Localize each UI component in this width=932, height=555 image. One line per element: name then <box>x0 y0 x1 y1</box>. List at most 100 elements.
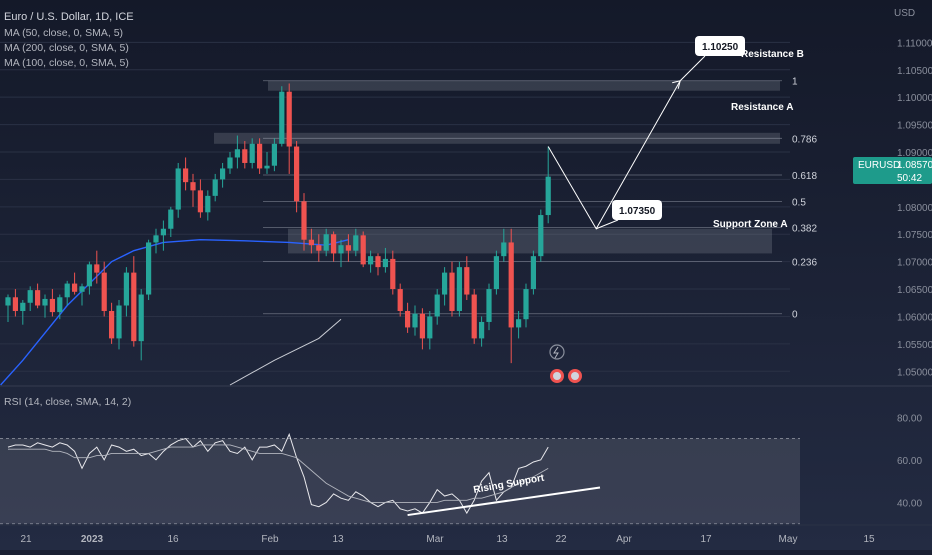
candle-body <box>42 298 48 306</box>
candle-body <box>360 235 366 265</box>
candle-body <box>5 297 11 306</box>
x-tick-label: Apr <box>616 534 632 545</box>
y-tick-label: 1.08000 <box>897 203 932 214</box>
lightning-glyph <box>553 346 559 359</box>
x-tick-label: 22 <box>555 534 567 545</box>
candle-body <box>471 294 477 339</box>
candle-body <box>109 310 115 339</box>
candle-body <box>138 294 144 342</box>
currency-label: USD <box>894 8 915 19</box>
event-lightning-icon <box>549 344 565 360</box>
rsi-line <box>7 432 549 515</box>
candle-body <box>27 290 33 303</box>
fib-label: 0.382 <box>792 224 817 235</box>
callout-pointer <box>679 55 706 82</box>
candle-body <box>35 290 41 306</box>
y-tick-label: 1.06000 <box>897 312 932 323</box>
badge-symbol: EURUSD <box>858 160 900 171</box>
candle-body <box>442 272 448 295</box>
x-tick-label: Mar <box>426 534 444 545</box>
candle-body <box>523 289 529 320</box>
callout-box <box>612 200 662 220</box>
rsi-level-label: 40.00 <box>897 498 922 509</box>
zone-2 <box>288 228 772 254</box>
candle-body <box>175 168 181 210</box>
candle-body <box>501 242 507 257</box>
candle-body <box>508 242 514 328</box>
x-tick-label: 15 <box>863 534 875 545</box>
projection-path <box>547 80 681 230</box>
candle-body <box>101 272 107 311</box>
candle-body <box>146 242 152 295</box>
candle-body <box>419 313 425 339</box>
rsi-label: RSI (14, close, SMA, 14, 2) <box>4 396 131 408</box>
candle-body <box>249 143 255 163</box>
candle-body <box>294 146 300 202</box>
candle-body <box>183 168 189 183</box>
badge-countdown: 50:42 <box>897 173 922 184</box>
y-tick-label: 1.09000 <box>897 148 932 159</box>
zone-label: Resistance B <box>741 49 804 60</box>
candle-body <box>234 149 240 158</box>
callout-pointer <box>596 219 619 230</box>
candle-body <box>479 321 485 339</box>
indicator-ma200: MA (200, close, 0, SMA, 5) <box>4 42 129 54</box>
y-tick-label: 1.05500 <box>897 340 932 351</box>
y-tick-label: 1.10000 <box>897 93 932 104</box>
flag-center <box>553 372 561 380</box>
x-tick-label: 17 <box>700 534 712 545</box>
zone-label: Resistance A <box>731 102 793 113</box>
candles <box>5 83 551 364</box>
candle-body <box>316 245 322 251</box>
candle-body <box>271 143 277 166</box>
candle-body <box>131 272 137 342</box>
candle-body <box>353 235 359 251</box>
candle-body <box>345 245 351 251</box>
fib-label: 0.618 <box>792 171 817 182</box>
candle-body <box>301 201 307 240</box>
x-tick-label: 13 <box>332 534 344 545</box>
candle-body <box>227 157 233 169</box>
fib-label: 0.236 <box>792 258 817 269</box>
candle-body <box>464 267 470 295</box>
y-tick-label: 1.07000 <box>897 258 932 269</box>
fib-label: 1 <box>792 77 798 88</box>
candle-body <box>197 190 203 213</box>
candle-body <box>390 258 396 290</box>
candle-body <box>153 235 159 243</box>
x-tick-label: May <box>779 534 798 545</box>
candle-body <box>412 313 418 328</box>
ma50-line <box>0 239 349 386</box>
projection: 1.07350 1.10250 <box>547 36 745 383</box>
candle-body <box>279 91 285 144</box>
candle-body <box>545 176 551 216</box>
x-tick-label: 2023 <box>81 534 104 545</box>
candle-body <box>94 264 100 273</box>
candle-body <box>160 228 166 236</box>
rsi-level-label: 60.00 <box>897 456 922 467</box>
price-badge: EURUSD 1.08570 50:42 <box>853 157 932 184</box>
candle-body <box>86 264 92 287</box>
x-tick-label: 21 <box>20 534 32 545</box>
candle-body <box>427 316 433 339</box>
candle-body <box>530 256 536 290</box>
x-tick-label: 16 <box>167 534 179 545</box>
fib-label: 0.786 <box>792 134 817 145</box>
candle-body <box>375 256 381 268</box>
candle-body <box>57 297 63 313</box>
candle-body <box>493 256 499 290</box>
candle-body <box>368 256 374 265</box>
candle-body <box>434 294 440 317</box>
candle-body <box>286 91 292 147</box>
callout-label: 1.07350 <box>619 206 656 217</box>
rising-support-line <box>407 486 601 517</box>
candle-body <box>397 289 403 311</box>
x-tick-label: 13 <box>496 534 508 545</box>
candle-body <box>79 286 85 292</box>
indicator-ma50: MA (50, close, 0, SMA, 5) <box>4 27 123 39</box>
candle-body <box>264 165 270 169</box>
callout-box <box>695 36 745 56</box>
candle-body <box>190 182 196 191</box>
